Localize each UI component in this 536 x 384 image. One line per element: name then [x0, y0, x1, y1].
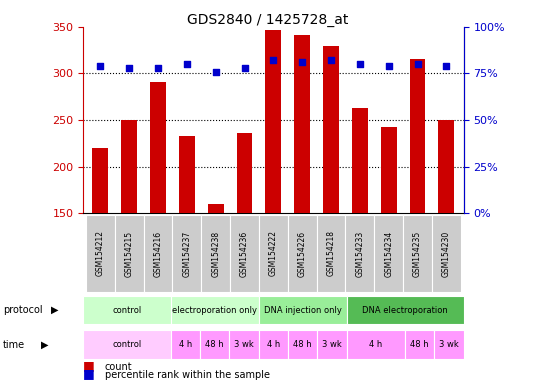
Bar: [150, 82, 166, 213]
Text: control: control: [113, 340, 142, 349]
Bar: [202, 215, 230, 292]
Bar: [323, 46, 339, 213]
Text: ■: ■: [83, 367, 95, 380]
Point: [211, 68, 220, 74]
Bar: [438, 120, 455, 213]
Bar: [434, 330, 464, 359]
Text: GSM154212: GSM154212: [96, 230, 105, 276]
Bar: [288, 215, 317, 292]
Text: ▶: ▶: [51, 305, 58, 315]
Bar: [317, 330, 347, 359]
Bar: [405, 330, 434, 359]
Bar: [144, 215, 173, 292]
Bar: [83, 330, 171, 359]
Bar: [171, 330, 200, 359]
Point: [240, 65, 249, 71]
Bar: [259, 296, 347, 324]
Bar: [230, 215, 259, 292]
Bar: [259, 330, 288, 359]
Text: GSM154216: GSM154216: [153, 230, 162, 276]
Text: 3 wk: 3 wk: [439, 340, 459, 349]
Point: [183, 61, 191, 67]
Text: 3 wk: 3 wk: [322, 340, 342, 349]
Bar: [200, 330, 229, 359]
Bar: [171, 296, 259, 324]
Text: 4 h: 4 h: [179, 340, 192, 349]
Bar: [345, 215, 374, 292]
Point: [442, 63, 451, 69]
Bar: [347, 296, 464, 324]
Text: control: control: [113, 306, 142, 314]
Text: GSM154234: GSM154234: [384, 230, 393, 276]
Bar: [83, 296, 171, 324]
Text: 4 h: 4 h: [369, 340, 383, 349]
Bar: [317, 215, 345, 292]
Bar: [236, 133, 252, 213]
Text: GDS2840 / 1425728_at: GDS2840 / 1425728_at: [187, 13, 349, 27]
Text: GSM154222: GSM154222: [269, 230, 278, 276]
Point: [298, 59, 307, 65]
Text: 48 h: 48 h: [411, 340, 429, 349]
Text: GSM154235: GSM154235: [413, 230, 422, 276]
Text: 48 h: 48 h: [205, 340, 224, 349]
Point: [269, 57, 278, 63]
Text: GSM154236: GSM154236: [240, 230, 249, 276]
Bar: [173, 215, 202, 292]
Bar: [432, 215, 461, 292]
Bar: [288, 330, 317, 359]
Bar: [229, 330, 259, 359]
Bar: [92, 148, 108, 213]
Point: [413, 61, 422, 67]
Point: [96, 63, 105, 69]
Text: electroporation only: electroporation only: [172, 306, 257, 314]
Bar: [265, 30, 281, 213]
Text: 4 h: 4 h: [267, 340, 280, 349]
Point: [384, 63, 393, 69]
Bar: [259, 215, 288, 292]
Bar: [121, 120, 137, 213]
Bar: [208, 204, 224, 213]
Text: ▶: ▶: [41, 339, 49, 350]
Point: [355, 61, 364, 67]
Point: [327, 57, 336, 63]
Point: [125, 65, 133, 71]
Bar: [381, 127, 397, 213]
Text: GSM154215: GSM154215: [125, 230, 133, 276]
Text: ■: ■: [83, 359, 95, 372]
Bar: [347, 330, 405, 359]
Point: [154, 65, 162, 71]
Text: GSM154238: GSM154238: [211, 230, 220, 276]
Bar: [86, 215, 115, 292]
Text: GSM154237: GSM154237: [182, 230, 191, 276]
Text: 48 h: 48 h: [293, 340, 312, 349]
Bar: [294, 35, 310, 213]
Text: GSM154218: GSM154218: [326, 230, 336, 276]
Text: GSM154233: GSM154233: [355, 230, 364, 276]
Text: 3 wk: 3 wk: [234, 340, 254, 349]
Text: DNA injection only: DNA injection only: [264, 306, 341, 314]
Bar: [374, 215, 403, 292]
Bar: [352, 108, 368, 213]
Text: time: time: [3, 339, 25, 350]
Text: protocol: protocol: [3, 305, 42, 315]
Bar: [179, 136, 195, 213]
Text: DNA electroporation: DNA electroporation: [362, 306, 448, 314]
Bar: [410, 60, 426, 213]
Text: GSM154226: GSM154226: [297, 230, 307, 276]
Bar: [115, 215, 144, 292]
Text: GSM154230: GSM154230: [442, 230, 451, 276]
Bar: [403, 215, 432, 292]
Text: percentile rank within the sample: percentile rank within the sample: [105, 370, 270, 380]
Text: count: count: [105, 362, 132, 372]
